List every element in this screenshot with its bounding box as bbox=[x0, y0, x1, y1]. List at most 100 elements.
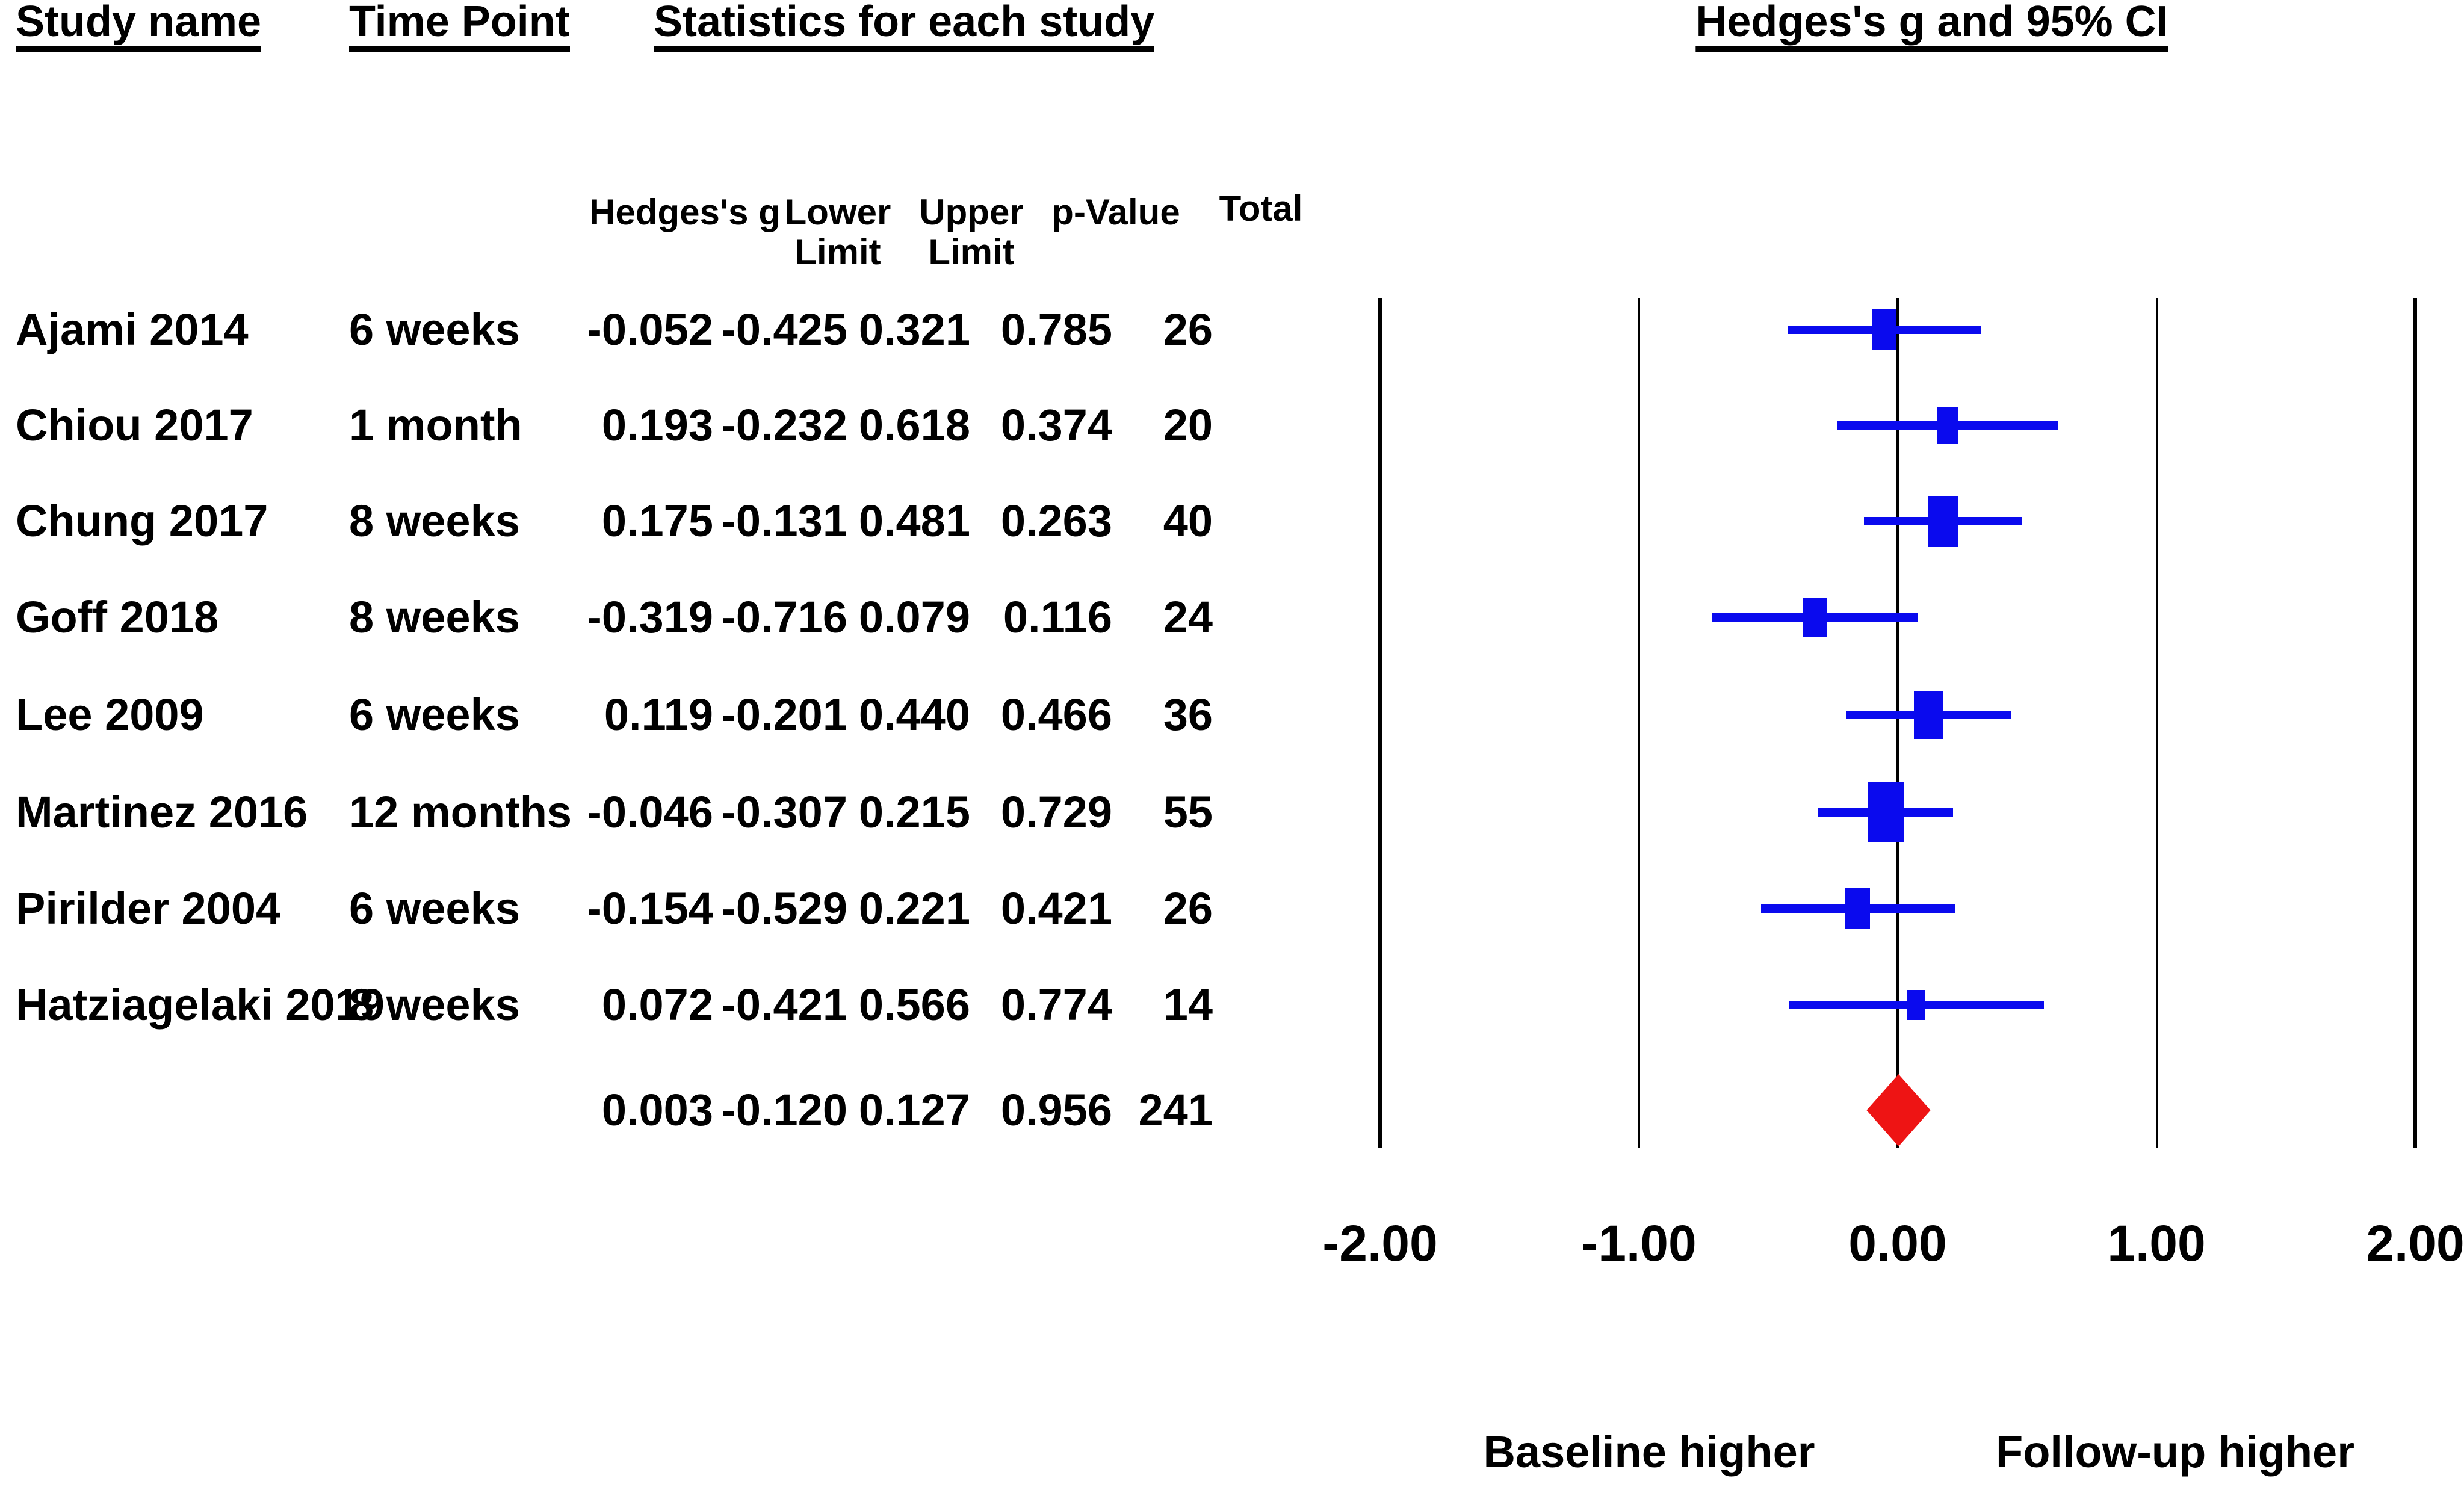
total-cell: 26 bbox=[1163, 883, 1213, 933]
study-marker bbox=[1845, 888, 1871, 929]
upper-limit-cell: 0.321 bbox=[858, 304, 970, 354]
study-marker bbox=[1868, 782, 1904, 842]
table-row: Lee 2009 6 weeks 0.119 -0.201 0.440 0.466 36 bbox=[0, 692, 1264, 738]
label-followup-higher: Follow-up higher bbox=[1995, 1427, 2355, 1477]
overall-diamond bbox=[1866, 1074, 1931, 1146]
hedges-g-cell: 0.175 bbox=[601, 496, 713, 546]
subheader-upper-line1: Upper bbox=[919, 192, 1024, 232]
study-marker bbox=[1803, 598, 1827, 637]
upper-limit-cell: 0.215 bbox=[858, 787, 970, 837]
hedges-g-cell: -0.319 bbox=[587, 592, 713, 642]
gridline-x bbox=[2155, 298, 2158, 1148]
gridline-x bbox=[1378, 298, 1382, 1148]
upper-limit-cell: 0.221 bbox=[858, 883, 970, 933]
table-row: Hatziagelaki 2019 8 weeks 0.072 -0.421 0.566… bbox=[0, 982, 1264, 1028]
hedges-g-cell: 0.193 bbox=[601, 400, 713, 450]
hedges-g-cell: 0.072 bbox=[601, 980, 713, 1030]
total-cell: 40 bbox=[1163, 496, 1213, 546]
axis-tick-label: -1.00 bbox=[1581, 1215, 1697, 1272]
subheader-upper-line2: Limit bbox=[928, 232, 1015, 272]
label-baseline-higher: Baseline higher bbox=[1483, 1427, 1815, 1477]
zero-line bbox=[1896, 298, 1899, 1148]
lower-limit-cell: -0.201 bbox=[721, 690, 847, 740]
study-name-cell: Hatziagelaki 2019 bbox=[16, 980, 385, 1030]
study-name-cell: Goff 2018 bbox=[16, 592, 219, 642]
table-row: Chiou 2017 1 month 0.193 -0.232 0.618 0.374 20 bbox=[0, 403, 1264, 448]
table-row: Martinez 2016 12 months -0.046 -0.307 0.215 0… bbox=[0, 790, 1264, 835]
gridline-x bbox=[2413, 298, 2417, 1148]
lower-limit-cell: -0.421 bbox=[721, 980, 847, 1030]
hedges-g-cell: 0.003 bbox=[601, 1085, 713, 1135]
upper-limit-cell: 0.481 bbox=[858, 496, 970, 546]
study-name-cell: Chiou 2017 bbox=[16, 400, 253, 450]
lower-limit-cell: -0.232 bbox=[721, 400, 847, 450]
total-cell: 26 bbox=[1163, 304, 1213, 354]
study-marker bbox=[1872, 309, 1897, 350]
p-value-cell: 0.374 bbox=[1000, 400, 1112, 450]
lower-limit-cell: -0.131 bbox=[721, 496, 847, 546]
study-marker bbox=[1907, 990, 1925, 1020]
time-point-cell: 12 months bbox=[349, 787, 572, 837]
p-value-cell: 0.956 bbox=[1000, 1085, 1112, 1135]
p-value-cell: 0.263 bbox=[1000, 496, 1112, 546]
study-name-cell: Lee 2009 bbox=[16, 690, 204, 740]
upper-limit-cell: 0.566 bbox=[858, 980, 970, 1030]
study-name-cell: Martinez 2016 bbox=[16, 787, 308, 837]
study-marker bbox=[1927, 495, 1958, 547]
subheader-p-value: p-Value bbox=[1051, 192, 1180, 232]
upper-limit-cell: 0.618 bbox=[858, 400, 970, 450]
gridline-x bbox=[1638, 298, 1640, 1148]
header-statistics: Statistics for each study bbox=[654, 0, 1155, 52]
p-value-cell: 0.466 bbox=[1000, 690, 1112, 740]
total-cell: 241 bbox=[1138, 1085, 1213, 1135]
total-cell: 55 bbox=[1163, 787, 1213, 837]
study-name-cell: Pirilder 2004 bbox=[16, 883, 281, 933]
axis-tick-label: 2.00 bbox=[2366, 1215, 2464, 1272]
study-name-cell: Chung 2017 bbox=[16, 496, 268, 546]
total-cell: 24 bbox=[1163, 592, 1213, 642]
table-row: Ajami 2014 6 weeks -0.052 -0.425 0.321 0.785 2… bbox=[0, 307, 1264, 353]
total-cell: 20 bbox=[1163, 400, 1213, 450]
p-value-cell: 0.785 bbox=[1000, 304, 1112, 354]
total-cell: 14 bbox=[1163, 980, 1213, 1030]
study-name-cell: Ajami 2014 bbox=[16, 304, 249, 354]
time-point-cell: 8 weeks bbox=[349, 496, 520, 546]
subheader-hedges-g: Hedges's g bbox=[589, 192, 781, 232]
axis-tick-label: -2.00 bbox=[1322, 1215, 1438, 1272]
subheader-lower-limit: Lower Limit bbox=[785, 193, 891, 272]
upper-limit-cell: 0.079 bbox=[858, 592, 970, 642]
p-value-cell: 0.421 bbox=[1000, 883, 1112, 933]
lower-limit-cell: -0.307 bbox=[721, 787, 847, 837]
time-point-cell: 6 weeks bbox=[349, 883, 520, 933]
header-time-point: Time Point bbox=[349, 0, 570, 52]
hedges-g-cell: -0.154 bbox=[587, 883, 713, 933]
upper-limit-cell: 0.440 bbox=[858, 690, 970, 740]
study-marker bbox=[1914, 691, 1943, 739]
total-cell: 36 bbox=[1163, 690, 1213, 740]
subheader-lower-line1: Lower bbox=[784, 192, 891, 232]
study-marker bbox=[1936, 407, 1958, 444]
header-plot-title: Hedges's g and 95% CI bbox=[1695, 0, 2168, 52]
axis-tick-label: 0.00 bbox=[1848, 1215, 1947, 1272]
p-value-cell: 0.729 bbox=[1000, 787, 1112, 837]
hedges-g-cell: -0.046 bbox=[587, 787, 713, 837]
lower-limit-cell: -0.120 bbox=[721, 1085, 847, 1135]
subheader-total: Total bbox=[1219, 188, 1303, 229]
p-value-cell: 0.774 bbox=[1000, 980, 1112, 1030]
time-point-cell: 6 weeks bbox=[349, 690, 520, 740]
lower-limit-cell: -0.529 bbox=[721, 883, 847, 933]
lower-limit-cell: -0.716 bbox=[721, 592, 847, 642]
axis-tick-label: 1.00 bbox=[2107, 1215, 2206, 1272]
time-point-cell: 8 weeks bbox=[349, 592, 520, 642]
table-row: Chung 2017 8 weeks 0.175 -0.131 0.481 0.263 40 bbox=[0, 498, 1264, 544]
time-point-cell: 6 weeks bbox=[349, 304, 520, 354]
time-point-cell: 1 month bbox=[349, 400, 522, 450]
subheader-lower-line2: Limit bbox=[794, 232, 881, 272]
subheader-upper-limit: Upper Limit bbox=[919, 193, 1023, 272]
time-point-cell: 8 weeks bbox=[349, 980, 520, 1030]
hedges-g-cell: 0.119 bbox=[604, 690, 713, 740]
upper-limit-cell: 0.127 bbox=[858, 1085, 970, 1135]
p-value-cell: 0.116 bbox=[1003, 592, 1112, 642]
table-row: Goff 2018 8 weeks -0.319 -0.716 0.079 0.116 24 bbox=[0, 595, 1264, 640]
